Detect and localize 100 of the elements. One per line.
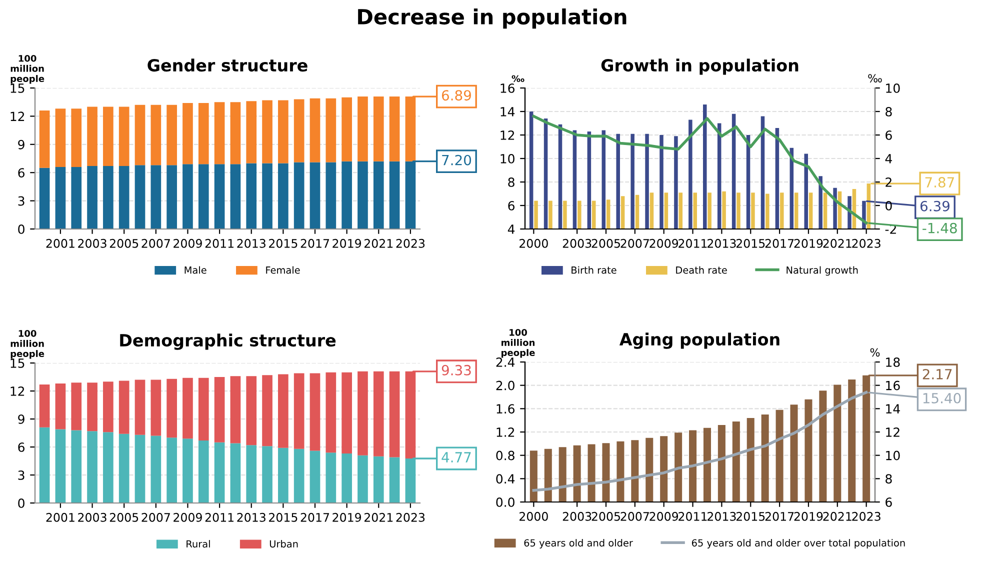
bar [118, 166, 130, 229]
x-tick-label: 2000 [520, 512, 548, 521]
y-axis-title: 100 million people [502, 329, 535, 358]
y2-tick-label: 10 [886, 450, 900, 460]
x-tick-label: 2011 [205, 512, 234, 522]
x-tick-label: 2003 [562, 238, 592, 248]
y-tick-label: 12 [500, 130, 514, 140]
bar [342, 97, 352, 162]
y-tick-label: 9 [18, 414, 24, 424]
y2-tick-label: 8 [886, 474, 892, 484]
x-tick-label: 2015 [269, 238, 298, 248]
data-label: 15.40 [923, 392, 961, 404]
y2-tick-label: 10 [886, 83, 900, 93]
x-tick-label: 2005 [592, 238, 620, 248]
bar [246, 101, 257, 164]
bar [389, 371, 400, 458]
y-tick-label: 3 [18, 196, 24, 206]
bar [87, 382, 98, 432]
bar [39, 384, 50, 428]
x-tick-label: 2019 [794, 238, 823, 248]
bar [198, 378, 209, 440]
x-tick-label: 2003 [78, 512, 106, 522]
y-tick-label: 10 [500, 154, 514, 164]
bar [103, 166, 114, 229]
x-tick-label: 2021 [823, 512, 852, 521]
bar [103, 382, 114, 432]
chart-title: Growth in population [601, 58, 798, 75]
x-tick-label: 2009 [650, 512, 678, 521]
bar [262, 375, 272, 446]
x-tick-label: 2009 [174, 238, 202, 248]
bar [246, 445, 257, 503]
data-label: -1.48 [922, 222, 957, 234]
bar [358, 161, 368, 229]
y2-tick-label: 18 [886, 357, 900, 367]
bar [373, 371, 384, 456]
bar [294, 448, 304, 503]
x-tick-label: 2021 [364, 238, 393, 248]
bar [790, 404, 798, 502]
data-label: 2.17 [922, 368, 952, 380]
x-tick-label: 2017 [765, 512, 794, 521]
legend-label: Death rate [676, 266, 727, 274]
legend-label: Rural [186, 540, 210, 548]
bar [198, 103, 209, 164]
x-tick-label: 2001 [46, 238, 74, 248]
x-tick-label: 2005 [110, 512, 138, 522]
bar [588, 444, 596, 502]
bar [39, 110, 50, 168]
bar [118, 106, 130, 166]
legend-label: Female [266, 266, 300, 274]
bar [558, 447, 566, 502]
bar [71, 382, 82, 430]
y-tick-label: 8 [508, 177, 514, 187]
bar [214, 442, 225, 503]
bar [310, 450, 320, 503]
x-tick-label: 2023 [396, 512, 425, 522]
bar [246, 376, 257, 446]
y-tick-label: 0.8 [496, 450, 514, 460]
x-tick-label: 2019 [332, 512, 362, 522]
bar [660, 436, 668, 502]
x-tick-label: 2019 [794, 512, 823, 521]
y-tick-label: 4 [508, 224, 515, 234]
x-tick-label: 2013 [237, 512, 266, 522]
bar [358, 371, 368, 456]
x-tick-label: 2023 [852, 512, 880, 521]
bar [166, 104, 177, 166]
x-tick-label: 2011 [678, 238, 707, 248]
x-tick-label: 2017 [300, 512, 330, 522]
y-tick-label: 3 [18, 470, 24, 480]
y-tick-label: 0 [18, 498, 24, 508]
data-label: 7.87 [925, 177, 954, 188]
bar [373, 161, 384, 229]
bar [150, 104, 162, 166]
bar [87, 431, 98, 503]
x-tick-label: 2015 [269, 512, 298, 522]
y-tick-label: 6 [18, 168, 24, 178]
y-tick-label: 15 [10, 84, 24, 93]
y-axis-title: 100 million people [10, 54, 44, 84]
bar [819, 390, 827, 502]
legend-label: Birth rate [572, 266, 616, 274]
bar [718, 425, 726, 502]
bar [326, 372, 336, 453]
bar [230, 164, 241, 229]
bar [573, 445, 581, 502]
bar [246, 163, 257, 229]
bar [134, 434, 146, 503]
y-tick-label: 2.0 [496, 380, 514, 390]
x-tick-label: 2017 [300, 238, 330, 248]
bar [55, 108, 66, 167]
bar [278, 163, 288, 229]
y-tick-label: 14 [500, 107, 515, 116]
bar [166, 378, 177, 438]
bar [55, 429, 66, 503]
bar [294, 99, 304, 162]
bar [342, 454, 352, 503]
y2-tick-label: 12 [886, 427, 900, 437]
x-tick-label: 2009 [174, 512, 202, 522]
x-tick-label: 2007 [620, 238, 649, 248]
bar [342, 372, 352, 454]
chart-title: Demographic structure [120, 334, 336, 350]
bar [389, 96, 400, 162]
